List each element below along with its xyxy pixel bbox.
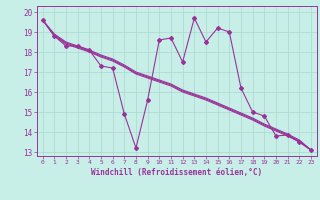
X-axis label: Windchill (Refroidissement éolien,°C): Windchill (Refroidissement éolien,°C) [91,168,262,177]
